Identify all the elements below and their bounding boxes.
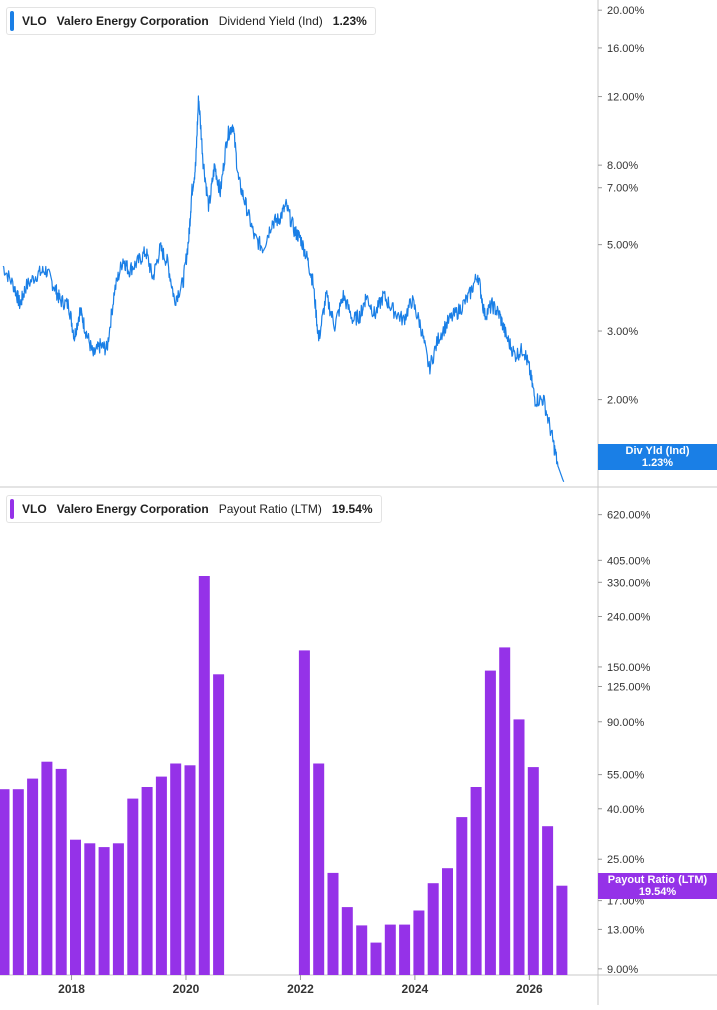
payout-ratio-bar	[12, 789, 24, 975]
payout-ratio-tick-label: 90.00%	[607, 717, 645, 729]
payout-ratio-bar	[341, 907, 353, 975]
payout-ratio-bar	[556, 885, 568, 975]
payout-ratio-tick-label: 150.00%	[607, 662, 651, 674]
dividend-yield-tick-label: 12.00%	[607, 92, 645, 104]
payout-ratio-bar	[98, 847, 110, 975]
payout-ratio-tick-label: 405.00%	[607, 555, 651, 567]
payout-ratio-swatch	[10, 499, 14, 519]
payout-ratio-bar	[170, 763, 182, 975]
payout-ratio-bar	[427, 883, 439, 975]
dividend-yield-tick-label: 5.00%	[607, 240, 638, 252]
dividend-yield-tick-label: 7.00%	[607, 183, 638, 195]
payout-ratio-bar	[112, 843, 124, 975]
payout-ratio-tick-label: 620.00%	[607, 510, 651, 522]
dividend-yield-swatch	[10, 11, 14, 31]
payout-ratio-bar	[384, 924, 396, 975]
payout-ratio-bar	[127, 798, 139, 975]
payout-ratio-value: 19.54%	[331, 502, 373, 516]
payout-ratio-bar	[370, 942, 382, 975]
payout-ratio-ticker: VLO	[22, 502, 47, 516]
payout-ratio-bar	[484, 670, 496, 975]
payout-ratio-tick-label: 330.00%	[607, 577, 651, 589]
payout-ratio-bar	[513, 719, 525, 975]
dividend-yield-tick-label: 2.00%	[607, 395, 638, 407]
dividend-yield-tag-label: Div Yld (Ind)	[625, 445, 690, 457]
dividend-yield-value-tag: Div Yld (Ind) 1.23%	[598, 444, 717, 470]
payout-ratio-tick-label: 25.00%	[607, 854, 645, 866]
payout-ratio-bar	[527, 767, 539, 975]
dividend-yield-tick-label: 16.00%	[607, 43, 645, 55]
payout-ratio-bar	[184, 765, 196, 975]
payout-ratio-bar	[499, 647, 511, 975]
payout-ratio-bar	[456, 817, 468, 975]
payout-ratio-tag-value: 19.54%	[638, 886, 677, 898]
dividend-yield-tag-value: 1.23%	[641, 457, 674, 469]
x-tick-label: 2024	[402, 982, 429, 996]
payout-ratio-bar	[313, 763, 325, 975]
dividend-yield-line	[2, 95, 565, 483]
payout-ratio-company: Valero Energy Corporation	[56, 502, 209, 516]
payout-ratio-tick-label: 9.00%	[607, 964, 638, 976]
x-tick-label: 2020	[173, 982, 200, 996]
payout-ratio-bar	[141, 787, 153, 975]
payout-ratio-tick-label: 125.00%	[607, 681, 651, 693]
payout-ratio-bar	[327, 872, 339, 975]
payout-ratio-bar	[542, 826, 554, 975]
payout-ratio-tick-label: 55.00%	[607, 770, 645, 782]
payout-ratio-bar	[84, 843, 96, 975]
payout-ratio-bar	[470, 787, 482, 975]
payout-ratio-tag-label: Payout Ratio (LTM)	[607, 874, 708, 886]
payout-ratio-legend: VLO Valero Energy Corporation Payout Rat…	[6, 495, 382, 523]
payout-ratio-bar	[155, 776, 167, 975]
payout-ratio-bar	[27, 778, 39, 975]
dividend-yield-company: Valero Energy Corporation	[56, 14, 209, 28]
payout-ratio-bar	[356, 925, 368, 975]
payout-ratio-bar	[198, 576, 210, 975]
payout-ratio-bar	[0, 789, 10, 975]
dividend-yield-ticker: VLO	[22, 14, 47, 28]
dividend-yield-tick-label: 3.00%	[607, 326, 638, 338]
dividend-yield-tick-label: 8.00%	[607, 160, 638, 172]
payout-ratio-tick-label: 40.00%	[607, 804, 645, 816]
payout-ratio-bar	[298, 650, 310, 975]
dividend-yield-value: 1.23%	[332, 14, 367, 28]
dividend-yield-tick-label: 20.00%	[607, 5, 645, 17]
payout-ratio-bar	[213, 674, 225, 975]
payout-ratio-bar	[41, 761, 53, 975]
payout-ratio-metric: Payout Ratio (LTM)	[218, 502, 322, 516]
payout-ratio-tick-label: 13.00%	[607, 924, 645, 936]
x-tick-label: 2018	[58, 982, 85, 996]
payout-ratio-bar	[399, 924, 411, 975]
x-tick-label: 2022	[287, 982, 314, 996]
x-tick-label: 2026	[516, 982, 543, 996]
payout-ratio-tick-label: 240.00%	[607, 611, 651, 623]
dividend-yield-legend: VLO Valero Energy Corporation Dividend Y…	[6, 7, 376, 35]
dividend-yield-metric: Dividend Yield (Ind)	[218, 14, 323, 28]
payout-ratio-bar	[413, 910, 425, 975]
payout-ratio-value-tag: Payout Ratio (LTM) 19.54%	[598, 873, 717, 899]
payout-ratio-bar	[55, 768, 67, 975]
payout-ratio-bar	[442, 868, 453, 975]
payout-ratio-bar	[70, 839, 81, 975]
